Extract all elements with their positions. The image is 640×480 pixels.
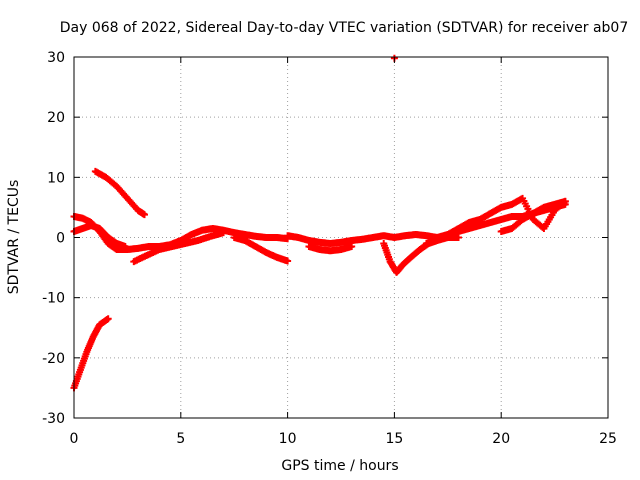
- y-tick-label: 0: [56, 231, 65, 247]
- grid-lines: [74, 57, 608, 418]
- data-points: [70, 54, 569, 392]
- series-arc-11: [422, 194, 569, 248]
- data-point: [454, 234, 462, 241]
- y-tick-labels: -30 -20 -10 0 10 20 30: [42, 50, 65, 427]
- series-arc-7: [284, 232, 398, 248]
- series-arc-6: [230, 234, 292, 265]
- axis-ticks: [73, 56, 609, 419]
- data-point: [284, 257, 292, 265]
- y-tick-label: -20: [42, 351, 65, 367]
- data-point: [140, 211, 148, 219]
- y-tick-label: -10: [42, 291, 65, 307]
- x-tick-label: 5: [176, 431, 185, 447]
- series-arc-12: [497, 197, 569, 235]
- x-tick-label: 25: [599, 431, 617, 447]
- y-tick-label: 10: [47, 170, 65, 186]
- y-tick-label: 30: [47, 50, 65, 66]
- series-arc-2: [91, 167, 148, 219]
- series-arc-5: [130, 229, 228, 266]
- data-point: [104, 315, 112, 323]
- data-point: [220, 229, 228, 237]
- x-tick-label: 10: [279, 431, 297, 447]
- y-tick-label: -30: [42, 411, 65, 427]
- x-axis-label: GPS time / hours: [281, 458, 398, 474]
- data-point: [121, 243, 129, 251]
- series-arc-8: [305, 243, 356, 255]
- series-arc-4: [70, 221, 129, 251]
- chart-title: Day 068 of 2022, Sidereal Day-to-day VTE…: [60, 20, 629, 36]
- y-tick-label: 20: [47, 110, 65, 126]
- series-arc-1: [70, 315, 112, 392]
- data-point: [561, 197, 569, 205]
- x-tick-label: 20: [492, 431, 510, 447]
- x-tick-labels: 0 5 10 15 20 25: [70, 431, 617, 447]
- x-tick-label: 15: [385, 431, 403, 447]
- data-point: [348, 243, 356, 251]
- y-axis-label: SDTVAR / TECUs: [6, 180, 22, 295]
- x-tick-label: 0: [70, 431, 79, 447]
